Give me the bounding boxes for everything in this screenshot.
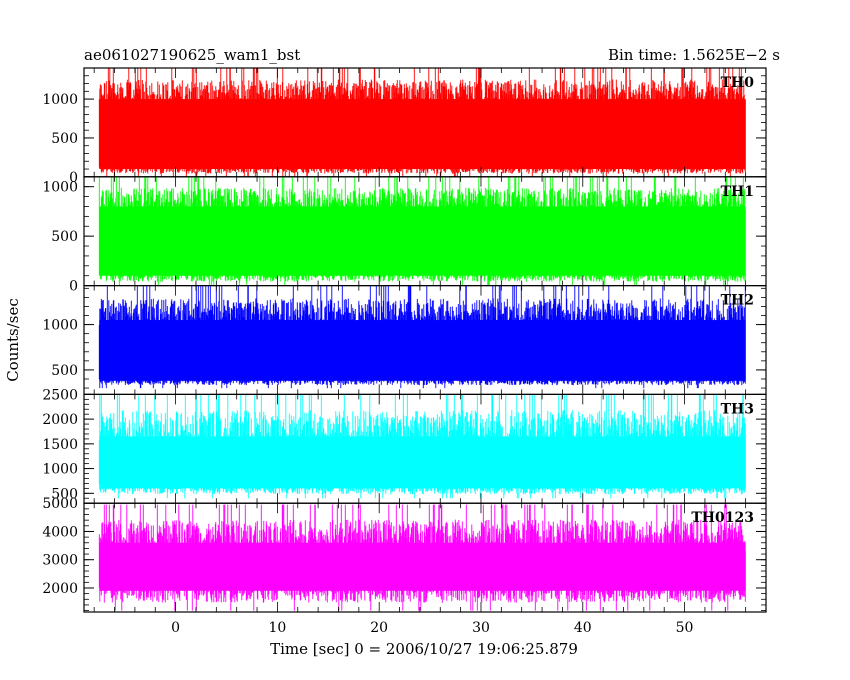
panel-label: TH2 xyxy=(721,293,754,309)
y-tick-label: 5000 xyxy=(42,496,78,512)
y-tick-label: 500 xyxy=(51,363,78,379)
y-tick-label: 1000 xyxy=(42,180,78,196)
panel-th2: 500 1000 TH2 xyxy=(42,285,767,396)
y-tick-label: 1000 xyxy=(42,318,78,334)
chart-title-left: ae061027190625_wam1_bst xyxy=(84,46,300,64)
x-tick-label: 40 xyxy=(574,620,592,636)
series-band-th3 xyxy=(99,436,746,489)
x-tick-label: 0 xyxy=(171,620,180,636)
panel-label: TH3 xyxy=(721,401,754,417)
series-band-th2 xyxy=(99,320,746,381)
y-tick-label: 1000 xyxy=(42,462,78,478)
x-tick-label: 30 xyxy=(472,620,490,636)
series-band-th1 xyxy=(99,206,746,276)
series-band-th0 xyxy=(99,99,746,170)
y-tick-label: 4000 xyxy=(42,524,78,540)
y-tick-label: 1000 xyxy=(42,92,78,108)
y-tick-label: 2000 xyxy=(42,412,78,428)
y-tick-label: 2500 xyxy=(42,387,78,403)
x-axis-label: Time [sec] 0 = 2006/10/27 19:06:25.879 xyxy=(270,640,578,658)
panel-label: TH0123 xyxy=(691,510,754,526)
panel-label: TH0 xyxy=(721,75,755,91)
y-tick-label: 500 xyxy=(51,131,78,147)
x-tick-label: 50 xyxy=(676,620,694,636)
y-tick-label: 2000 xyxy=(42,581,78,597)
y-tick-label: 500 xyxy=(51,486,78,502)
x-tick-label: 10 xyxy=(268,620,286,636)
panel-th1: 0 500 1000 TH1 xyxy=(42,176,767,295)
y-tick-label: 3000 xyxy=(42,553,78,569)
x-tick-label: 20 xyxy=(370,620,388,636)
y-tick-label: 0 xyxy=(69,279,78,295)
chart-title-right: Bin time: 1.5625E−2 s xyxy=(608,46,780,64)
panel-th0123: 2000 3000 4000 5000 TH0123 xyxy=(42,496,767,613)
y-tick-label: 500 xyxy=(51,229,78,245)
panel-label: TH1 xyxy=(721,184,754,200)
y-axis-label: Counts/sec xyxy=(4,298,22,382)
series-band-th0123 xyxy=(99,542,746,591)
panel-th0: 0 500 1000 TH0 xyxy=(42,67,767,186)
panel-th3: 500 1000 1500 2000 2500 TH3 xyxy=(42,387,767,504)
panel-frame xyxy=(83,502,767,613)
y-tick-label: 0 xyxy=(69,170,78,186)
y-tick-label: 1500 xyxy=(42,437,78,453)
